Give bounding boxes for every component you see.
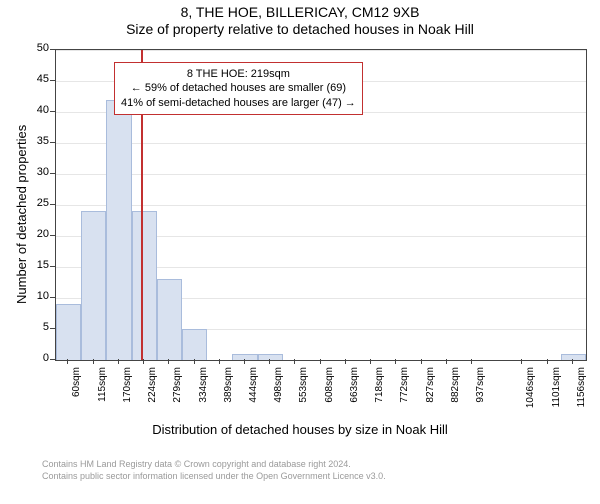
- x-tick-label: 279sqm: [172, 367, 183, 427]
- x-tick-mark: [118, 359, 119, 364]
- y-tick-mark: [50, 142, 55, 143]
- footer-line-1: Contains HM Land Registry data © Crown c…: [42, 459, 386, 471]
- histogram-bar: [56, 304, 81, 360]
- annotation-box: 8 THE HOE: 219sqm← 59% of detached house…: [114, 62, 363, 115]
- x-tick-mark: [194, 359, 195, 364]
- y-tick-mark: [50, 80, 55, 81]
- x-tick-mark: [269, 359, 270, 364]
- footer-line-2: Contains public sector information licen…: [42, 471, 386, 483]
- x-tick-mark: [294, 359, 295, 364]
- x-tick-label: 334sqm: [198, 367, 209, 427]
- x-tick-label: 608sqm: [324, 367, 335, 427]
- y-tick-label: 35: [19, 135, 49, 147]
- y-tick-label: 20: [19, 228, 49, 240]
- y-tick-label: 15: [19, 259, 49, 271]
- x-tick-mark: [521, 359, 522, 364]
- annotation-line-3: 41% of semi-detached houses are larger (…: [121, 96, 356, 110]
- x-tick-label: 1156sqm: [576, 367, 587, 427]
- x-tick-mark: [93, 359, 94, 364]
- x-tick-mark: [143, 359, 144, 364]
- y-tick-label: 5: [19, 321, 49, 333]
- histogram-bar: [106, 100, 131, 360]
- y-tick-mark: [50, 49, 55, 50]
- annotation-line-1: 8 THE HOE: 219sqm: [121, 67, 356, 81]
- histogram-bar: [182, 329, 207, 360]
- x-tick-mark: [471, 359, 472, 364]
- x-tick-label: 224sqm: [147, 367, 158, 427]
- x-tick-label: 882sqm: [450, 367, 461, 427]
- x-tick-mark: [219, 359, 220, 364]
- x-tick-label: 170sqm: [122, 367, 133, 427]
- plot-area: 8 THE HOE: 219sqm← 59% of detached house…: [55, 49, 587, 361]
- chart-title-2: Size of property relative to detached ho…: [0, 21, 600, 38]
- histogram-bar: [132, 211, 157, 360]
- x-tick-label: 389sqm: [223, 367, 234, 427]
- x-tick-mark: [168, 359, 169, 364]
- y-tick-mark: [50, 266, 55, 267]
- x-tick-mark: [345, 359, 346, 364]
- x-tick-label: 553sqm: [298, 367, 309, 427]
- y-tick-mark: [50, 204, 55, 205]
- y-tick-mark: [50, 328, 55, 329]
- x-tick-label: 718sqm: [374, 367, 385, 427]
- grid-line: [56, 205, 586, 206]
- histogram-bar: [157, 279, 182, 360]
- x-tick-mark: [446, 359, 447, 364]
- x-tick-label: 1101sqm: [551, 367, 562, 427]
- x-tick-mark: [572, 359, 573, 364]
- y-tick-mark: [50, 359, 55, 360]
- chart-container: 8, THE HOE, BILLERICAY, CM12 9XB Size of…: [0, 4, 600, 504]
- x-tick-mark: [547, 359, 548, 364]
- grid-line: [56, 50, 586, 51]
- x-tick-mark: [395, 359, 396, 364]
- x-tick-mark: [421, 359, 422, 364]
- x-tick-label: 498sqm: [273, 367, 284, 427]
- footer-text: Contains HM Land Registry data © Crown c…: [42, 459, 386, 482]
- x-tick-label: 444sqm: [248, 367, 259, 427]
- y-tick-mark: [50, 297, 55, 298]
- annotation-line-2: ← 59% of detached houses are smaller (69…: [121, 81, 356, 95]
- x-tick-label: 1046sqm: [525, 367, 536, 427]
- histogram-bar: [258, 354, 283, 360]
- x-tick-mark: [244, 359, 245, 364]
- chart-title-1: 8, THE HOE, BILLERICAY, CM12 9XB: [0, 4, 600, 21]
- x-tick-label: 663sqm: [349, 367, 360, 427]
- x-tick-mark: [67, 359, 68, 364]
- y-tick-mark: [50, 173, 55, 174]
- x-tick-label: 115sqm: [97, 367, 108, 427]
- y-tick-label: 10: [19, 290, 49, 302]
- y-tick-label: 0: [19, 352, 49, 364]
- x-tick-mark: [320, 359, 321, 364]
- y-tick-label: 50: [19, 42, 49, 54]
- y-tick-mark: [50, 111, 55, 112]
- grid-line: [56, 143, 586, 144]
- x-tick-label: 937sqm: [475, 367, 486, 427]
- x-tick-mark: [370, 359, 371, 364]
- histogram-bar: [561, 354, 586, 360]
- grid-line: [56, 174, 586, 175]
- y-tick-label: 30: [19, 166, 49, 178]
- y-tick-mark: [50, 235, 55, 236]
- y-tick-label: 45: [19, 73, 49, 85]
- y-axis-label: Number of detached properties: [14, 125, 29, 304]
- y-tick-label: 25: [19, 197, 49, 209]
- x-tick-label: 827sqm: [425, 367, 436, 427]
- x-tick-label: 772sqm: [399, 367, 410, 427]
- y-tick-label: 40: [19, 104, 49, 116]
- x-tick-label: 60sqm: [71, 367, 82, 427]
- histogram-bar: [81, 211, 106, 360]
